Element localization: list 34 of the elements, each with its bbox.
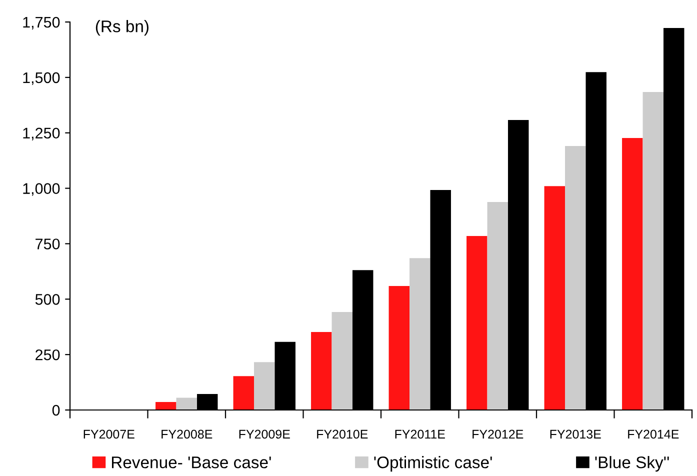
bar [466,236,488,410]
y-tick-label: 1,500 [23,72,60,85]
y-tick-label: 250 [36,349,60,360]
bar [254,362,275,410]
annotation: (Rs bn) [96,20,148,36]
bar [332,312,352,410]
x-tick-label: FY2008E [162,430,212,439]
legend-label: 'Optimistic case' [374,456,492,472]
y-tick-label: 0 [52,404,60,416]
x-tick-label: FY2013E [550,430,601,439]
x-tick-label: FY2007E [84,430,134,439]
x-tick-label: FY2011E [395,430,445,439]
y-tick-label: 750 [36,238,60,250]
bar [156,402,176,410]
y-tick-label: 1,250 [23,128,60,140]
bar [176,398,197,410]
bar [233,376,254,410]
bar [487,202,508,410]
legend-label: 'Blue Sky'' [595,456,669,472]
x-tick-label: FY2012E [472,430,524,439]
bar [622,138,643,410]
y-tick-label: 1,000 [23,183,60,196]
legend-label: Revenue- 'Base case' [112,456,271,468]
x-tick-label: FY2010E [317,430,368,439]
bar [544,186,566,410]
y-tick-label: 500 [35,294,60,305]
y-tick-label: 1,750 [23,16,60,30]
bar [565,146,586,410]
bar [311,332,332,410]
bar [410,258,430,410]
x-tick-label: FY2009E [239,430,290,439]
bar [642,92,664,410]
x-tick-label: FY2014E [628,430,679,439]
bar [388,286,410,410]
